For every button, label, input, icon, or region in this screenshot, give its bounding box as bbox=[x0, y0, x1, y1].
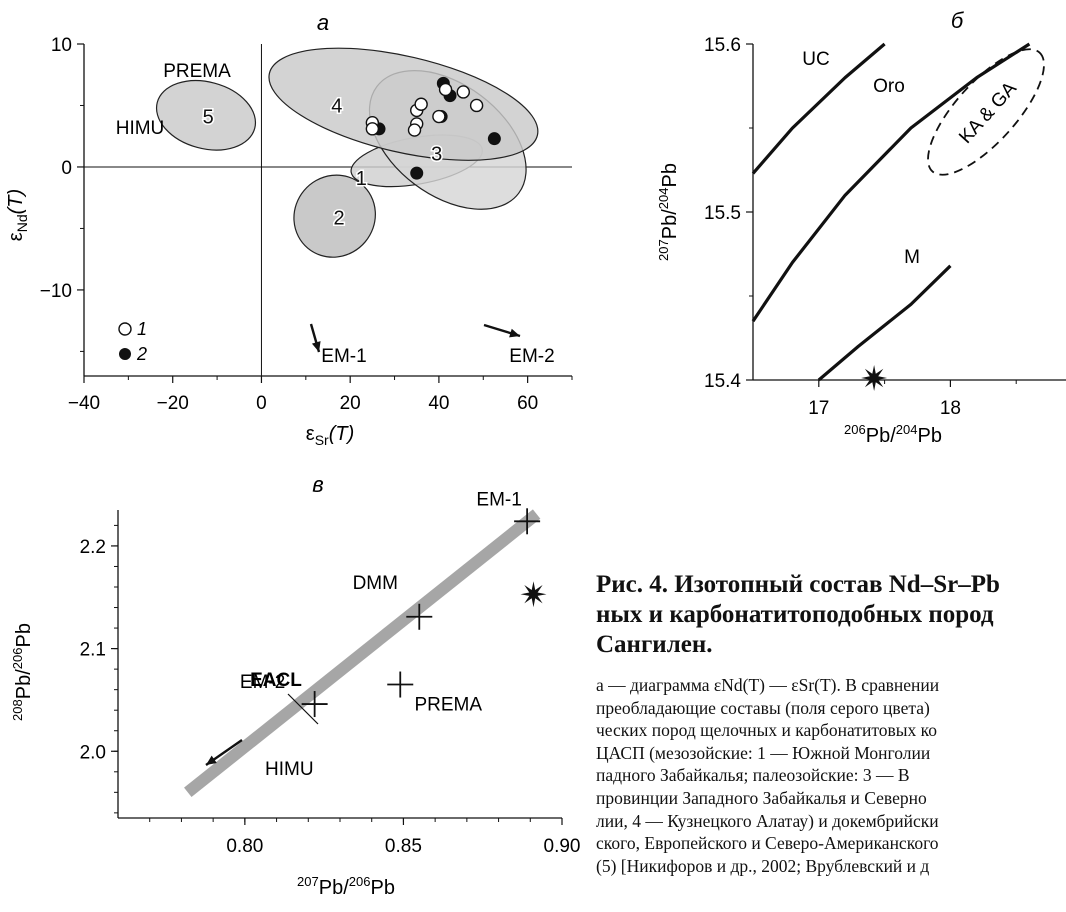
y-tick-label: 2.2 bbox=[80, 537, 106, 558]
annotation-prema: PREMA bbox=[163, 61, 231, 82]
x-tick-label: 0.80 bbox=[226, 836, 263, 857]
caption-body-line: ЦАСП (мезозойские: 1 — Южной Монголии bbox=[596, 742, 931, 763]
panel-letter-c: в bbox=[312, 472, 323, 497]
eacl-pointer bbox=[287, 693, 319, 725]
y-axis-label: 207Pb/204Pb bbox=[656, 163, 681, 261]
legend-filled-marker bbox=[119, 348, 131, 360]
x-axis-label: 207Pb/206Pb bbox=[297, 874, 395, 899]
field-5 bbox=[155, 80, 257, 151]
x-tick-label: 40 bbox=[428, 393, 449, 414]
curve-label-m: M bbox=[904, 247, 920, 268]
legend-label-1: 1 bbox=[137, 319, 147, 339]
caption-title-line: Сангилен. bbox=[596, 631, 713, 658]
caption-title-line: ных и карбонатитоподобных пород bbox=[596, 601, 994, 628]
data-point-filled bbox=[487, 132, 501, 146]
em2-arrow-head bbox=[509, 328, 520, 338]
x-tick-label: 0 bbox=[256, 393, 267, 414]
x-tick-label: −40 bbox=[68, 393, 100, 414]
y-tick-label: 0 bbox=[61, 158, 72, 179]
x-tick-label: 20 bbox=[340, 393, 361, 414]
himu-arrow-head bbox=[206, 755, 217, 765]
curve-uc bbox=[751, 42, 886, 175]
panel-letter-b: б bbox=[951, 8, 965, 33]
y-tick-label: 15.5 bbox=[704, 203, 741, 224]
panel-c: 0.80 0.85 0.90 2.2 2.1 2.0 EM-1 DMM EM-2 PREMA EAC… bbox=[0, 470, 590, 912]
x-tick-label: 0.90 bbox=[544, 836, 581, 857]
caption-body-line: ческих пород щелочных и карбонатитовых к… bbox=[596, 720, 937, 741]
caption-body-line: ского, Европейского и Северо-Американско… bbox=[596, 833, 939, 854]
y-tick-label: 15.6 bbox=[704, 35, 741, 56]
y-axis-label: 208Pb/206Pb bbox=[10, 623, 35, 721]
y-tick-label: 2.0 bbox=[80, 742, 106, 763]
curve-m bbox=[817, 264, 952, 382]
panel-a: −40 −20 0 20 40 60 10 0 −10 1 2 3 4 5 PREMA HIMU EM-1 EM-… bbox=[0, 0, 590, 465]
x-tick-label: −20 bbox=[157, 393, 189, 414]
annotation-em1: EM-1 bbox=[321, 346, 366, 367]
x-tick-label: 0.85 bbox=[385, 836, 422, 857]
caption-title-line: Рис. 4. Изотопный состав Nd–Sr–Pb bbox=[596, 571, 1000, 598]
eacl-label: EACL bbox=[250, 670, 302, 691]
x-axis-label: εSr(T) bbox=[306, 423, 354, 448]
legend-open-marker bbox=[118, 322, 132, 336]
caption-body: а — диаграмма εNd(T) — εSr(T). В сравнен… bbox=[596, 674, 1066, 877]
caption-body-line: провинции Западного Забайкалья и Северно bbox=[596, 787, 927, 808]
point-label-em-2: EM-2 bbox=[240, 672, 285, 693]
caption-body-line: падного Забайкалья; палеозойские: 3 — В bbox=[596, 765, 910, 786]
x-tick-label: 60 bbox=[517, 393, 538, 414]
y-tick-label: 10 bbox=[51, 35, 72, 56]
y-tick-label: 15.4 bbox=[704, 371, 741, 392]
field-label-1: 1 bbox=[356, 168, 367, 190]
field-label-2: 2 bbox=[334, 207, 345, 229]
y-tick-label: 2.1 bbox=[80, 640, 106, 661]
panel-letter-a: a bbox=[317, 10, 329, 35]
point-label-prema: PREMA bbox=[414, 695, 482, 716]
x-tick-label: 18 bbox=[940, 398, 961, 419]
point-label-em-1: EM-1 bbox=[476, 489, 521, 510]
data-point-open bbox=[469, 98, 484, 113]
y-tick-label: −10 bbox=[40, 281, 72, 302]
data-point-open bbox=[365, 122, 380, 136]
caption-body-line: преобладающие составы (поля серого цвета… bbox=[596, 697, 930, 718]
field-4 bbox=[268, 47, 539, 161]
caption-body-line: а — диаграмма εNd(T) — εSr(T). В сравнен… bbox=[596, 675, 940, 695]
legend-label-2: 2 bbox=[136, 344, 147, 364]
curve-label-uc: UC bbox=[802, 49, 829, 70]
data-point-filled bbox=[410, 166, 424, 180]
field-2 bbox=[293, 174, 376, 258]
star-marker bbox=[520, 581, 547, 608]
eacl-trend-band bbox=[184, 509, 541, 798]
em1-arrow-head bbox=[311, 341, 321, 352]
x-axis-label: 206Pb/204Pb bbox=[844, 422, 942, 447]
curve-label-oro: Oro bbox=[873, 76, 905, 97]
caption-body-line: лии, 4 — Кузнецкого Алатау) и докембрийс… bbox=[596, 810, 939, 831]
annotation-himu: HIMU bbox=[116, 118, 165, 139]
field-label-5: 5 bbox=[203, 107, 214, 129]
data-point-open bbox=[414, 97, 428, 111]
point-label-dmm: DMM bbox=[353, 573, 398, 594]
annotation-em2: EM-2 bbox=[509, 346, 554, 367]
caption-title: Рис. 4. Изотопный состав Nd–Sr–Pb ных и … bbox=[596, 570, 1066, 660]
data-point-open bbox=[456, 85, 471, 99]
data-point-open bbox=[438, 82, 453, 97]
x-tick-label: 17 bbox=[808, 398, 829, 419]
field-label-4: 4 bbox=[331, 95, 342, 117]
himu-label: HIMU bbox=[265, 759, 314, 780]
figure-caption: Рис. 4. Изотопный состав Nd–Sr–Pb ных и … bbox=[596, 570, 1066, 877]
field-label-3: 3 bbox=[431, 143, 442, 165]
field-ka-ga bbox=[927, 48, 1045, 176]
y-axis-label: εNd(T) bbox=[5, 189, 30, 241]
data-point-open bbox=[432, 109, 446, 124]
panel-c-chart: 0.80 0.85 0.90 2.2 2.1 2.0 EM-1 DMM EM-2 PREMA EAC… bbox=[10, 472, 581, 899]
caption-body-line: (5) [Никифоров и др., 2002; Врублевский … bbox=[596, 855, 930, 876]
data-point-open bbox=[407, 123, 422, 137]
star-marker bbox=[861, 365, 888, 391]
